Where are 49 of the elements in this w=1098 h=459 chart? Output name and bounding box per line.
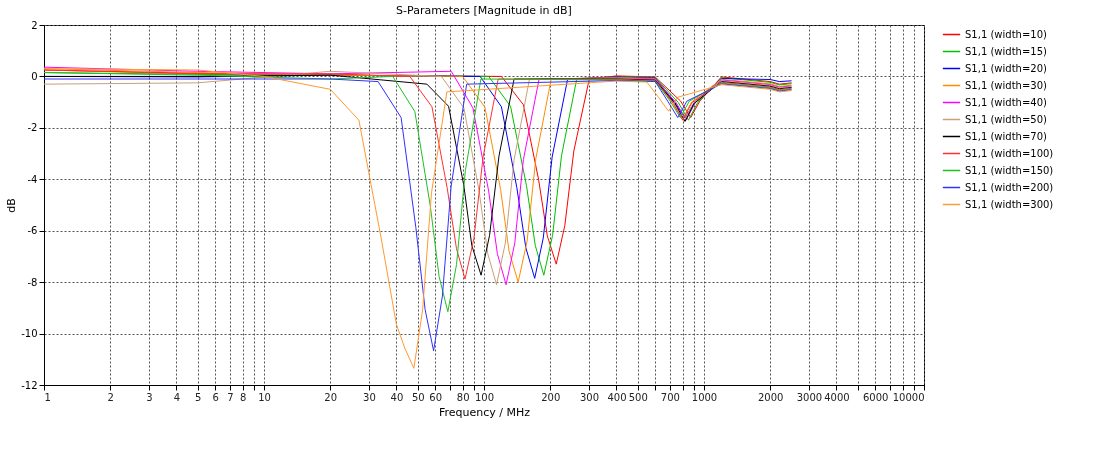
legend-label: S1,1 (width=300) <box>965 198 1054 210</box>
legend-label: S1,1 (width=10) <box>965 28 1047 40</box>
x-tick-label: 3 <box>146 391 153 403</box>
x-tick-label: 400 <box>607 391 627 403</box>
legend-label: S1,1 (width=70) <box>965 130 1047 142</box>
legend-label: S1,1 (width=30) <box>965 79 1047 91</box>
x-tick-label: 7 <box>227 391 234 403</box>
y-tick-label: 2 <box>31 19 38 31</box>
x-tick-label: 2 <box>107 391 114 403</box>
x-tick-label: 30 <box>363 391 376 403</box>
legend-label: S1,1 (width=100) <box>965 147 1054 159</box>
x-tick-label: 6 <box>212 391 219 403</box>
x-tick-label: 200 <box>541 391 561 403</box>
x-tick-label: 1000 <box>691 391 718 403</box>
legend-label: S1,1 (width=40) <box>965 96 1047 108</box>
x-tick-label: 50 <box>411 391 425 403</box>
x-tick-label: 6000 <box>862 391 889 403</box>
chart-title: S-Parameters [Magnitude in dB] <box>396 4 572 17</box>
x-tick-label: 5 <box>195 391 202 403</box>
legend-label: S1,1 (width=200) <box>965 181 1054 193</box>
legend-label: S1,1 (width=15) <box>965 45 1047 57</box>
x-tick-label: 3000 <box>796 391 823 403</box>
x-tick-label: 60 <box>429 391 443 403</box>
y-tick-label: -12 <box>21 379 38 391</box>
y-tick-label: 0 <box>31 70 38 82</box>
x-tick-label: 80 <box>456 391 470 403</box>
x-tick-label: 1 <box>44 391 51 403</box>
x-tick-label: 500 <box>628 391 648 403</box>
x-tick-label: 300 <box>579 391 600 403</box>
y-axis-title: dB <box>5 198 19 213</box>
x-tick-label: 40 <box>390 391 404 403</box>
x-tick-label: 4000 <box>824 391 850 403</box>
legend-label: S1,1 (width=50) <box>965 113 1047 125</box>
y-tick-label: -2 <box>27 122 38 134</box>
x-tick-label: 20 <box>324 391 338 403</box>
x-tick-label: 8 <box>239 391 247 403</box>
y-tick-label: -10 <box>21 328 38 340</box>
x-tick-label: 10 <box>258 391 271 403</box>
legend-label: S1,1 (width=150) <box>965 164 1054 176</box>
x-tick-label: 4 <box>173 391 181 403</box>
x-tick-label: 700 <box>660 391 680 403</box>
y-tick-label: -6 <box>27 225 38 237</box>
legend-label: S1,1 (width=20) <box>965 62 1047 74</box>
y-tick-label: -4 <box>27 173 38 185</box>
x-tick-label: 2000 <box>758 391 784 403</box>
x-tick-label: 10000 <box>892 391 925 403</box>
y-tick-label: -8 <box>27 276 38 288</box>
x-tick-label: 100 <box>474 391 495 403</box>
x-axis-title: Frequency / MHz <box>438 405 531 419</box>
